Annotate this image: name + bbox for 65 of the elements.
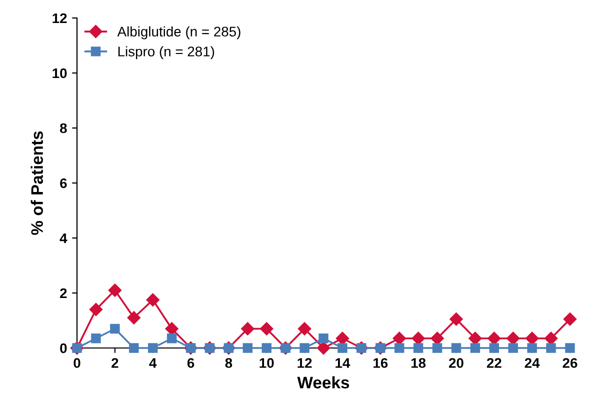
point (165, 322, 178, 336)
point (394, 343, 404, 353)
y-tick-label: 0 (60, 343, 67, 354)
point (108, 284, 122, 297)
y-tick-label: 6 (60, 178, 67, 188)
point (565, 343, 575, 353)
x-tick-label: 12 (298, 358, 312, 368)
legend-label: Lispro (n = 281) (118, 46, 214, 60)
point (91, 334, 101, 344)
x-axis-title: Weeks (297, 376, 350, 388)
point (166, 334, 177, 344)
x-tick-label: 0 (74, 358, 80, 368)
point (489, 343, 500, 353)
x-tick-label: 6 (187, 358, 194, 368)
point (110, 324, 120, 334)
point (450, 312, 463, 326)
point (127, 311, 140, 324)
point (338, 343, 348, 353)
point (336, 332, 350, 345)
point (316, 341, 330, 355)
x-tick-label: 4 (149, 358, 157, 368)
point (506, 332, 520, 345)
point (468, 332, 482, 345)
point (412, 332, 425, 345)
legend-label: Albiglutide (n = 285) (117, 26, 240, 40)
point (129, 343, 139, 353)
point (488, 332, 501, 345)
point (470, 343, 480, 353)
point (298, 322, 312, 336)
point (546, 343, 556, 353)
point (148, 343, 158, 353)
point (430, 332, 444, 345)
point (527, 343, 537, 353)
point (392, 332, 406, 345)
point (241, 322, 254, 336)
x-tick-label: 14 (336, 358, 350, 368)
x-tick-label: 8 (225, 358, 232, 368)
point (525, 332, 539, 345)
point (508, 343, 518, 353)
x-tick-label: 26 (562, 358, 578, 368)
point (242, 343, 253, 353)
y-axis-title: % of Patients (30, 131, 43, 235)
point (432, 343, 442, 353)
y-tick-label: 4 (60, 233, 68, 244)
x-tick-label: 16 (374, 358, 388, 368)
point (262, 343, 272, 353)
point (318, 334, 328, 344)
x-tick-label: 18 (411, 358, 426, 368)
x-tick-label: 20 (448, 358, 464, 368)
x-tick-label: 2 (112, 358, 118, 368)
y-tick-label: 10 (52, 68, 67, 78)
point (413, 343, 424, 353)
point (563, 312, 577, 326)
point (544, 332, 558, 345)
y-tick-label: 8 (60, 123, 67, 134)
point (260, 322, 274, 336)
point (89, 302, 103, 316)
point (146, 293, 160, 306)
point (451, 343, 462, 353)
y-tick-label: 2 (60, 288, 67, 298)
x-tick-label: 24 (524, 358, 540, 368)
x-tick-label: 10 (260, 358, 274, 368)
point (300, 343, 310, 353)
y-tick-label: 12 (52, 13, 67, 24)
x-tick-label: 22 (486, 358, 502, 368)
